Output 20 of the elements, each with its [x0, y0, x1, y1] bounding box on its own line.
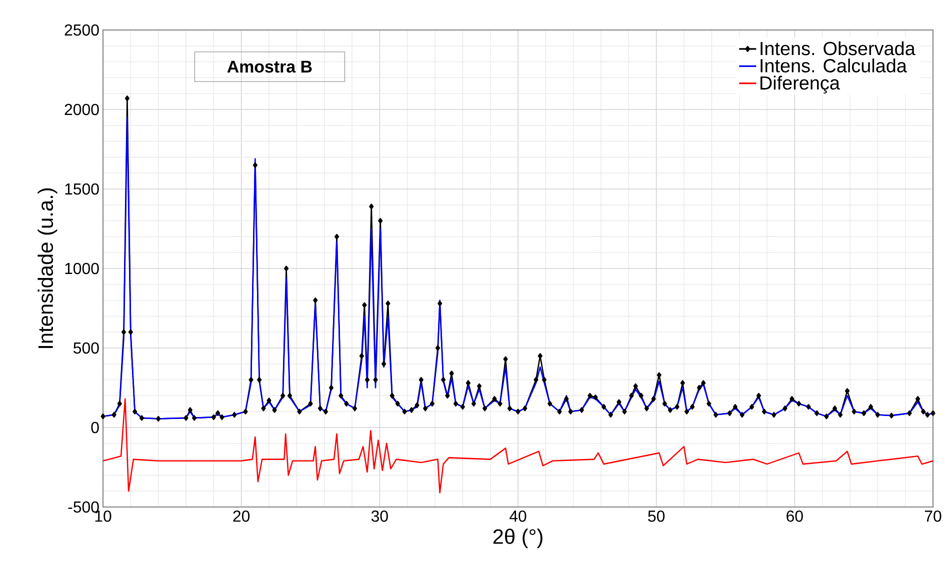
x-tick-label: 60 — [786, 510, 803, 522]
legend-label: Intens. Calculada — [760, 58, 907, 72]
y-axis-title: Intensidade (u.a.) — [38, 188, 58, 348]
x-tick-label: 70 — [924, 510, 942, 522]
y-tick-label: -500 — [68, 501, 99, 513]
y-tick-label: 500 — [74, 342, 99, 354]
x-axis-title: 2θ (°) — [493, 528, 542, 548]
x-tick-label: 50 — [648, 510, 665, 522]
legend-label: Diferença — [760, 76, 840, 94]
y-tick-label: 1000 — [65, 262, 99, 274]
y-tick-label: 2500 — [64, 24, 99, 36]
legend-label: Intens. Observada — [760, 41, 916, 56]
x-tick-label: 40 — [510, 510, 526, 522]
y-tick-label: 2000 — [64, 104, 99, 116]
y-tick-label: 1500 — [65, 183, 99, 195]
x-tick-label: 10 — [95, 510, 112, 522]
x-tick-label: 20 — [233, 510, 250, 522]
annotation: Amostra B — [227, 60, 312, 73]
x-tick-label: 30 — [371, 510, 388, 522]
y-tick-label: 0 — [91, 422, 99, 434]
